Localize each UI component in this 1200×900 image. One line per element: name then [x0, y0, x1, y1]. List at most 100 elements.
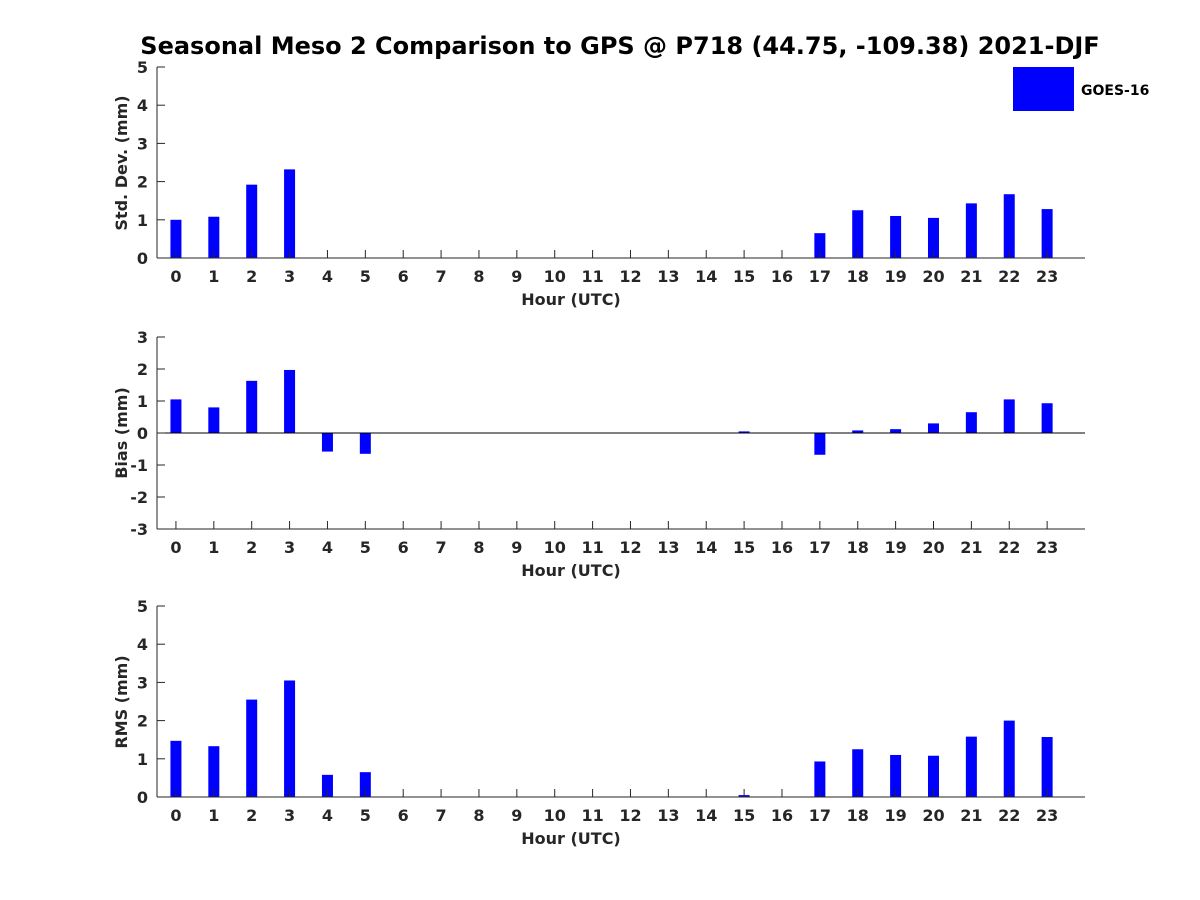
x-tick-label: 11	[581, 267, 603, 286]
x-tick-label: 14	[695, 267, 717, 286]
x-tick-label: 23	[1036, 806, 1058, 825]
x-tick-label: 10	[544, 806, 566, 825]
x-axis-label: Hour (UTC)	[521, 290, 621, 309]
x-tick-label: 22	[998, 267, 1020, 286]
x-tick-label: 16	[771, 538, 793, 557]
x-tick-label: 8	[473, 267, 484, 286]
y-tick-label: 3	[137, 134, 148, 153]
bar-rms-hour-19	[890, 754, 902, 797]
x-tick-label: 21	[960, 538, 982, 557]
x-tick-label: 19	[884, 538, 906, 557]
y-tick-label: -1	[130, 456, 148, 475]
bar-std-dev-hour-0	[170, 219, 182, 258]
x-tick-label: 23	[1036, 538, 1058, 557]
bar-std-dev-hour-17	[814, 233, 826, 258]
x-tick-label: 13	[657, 538, 679, 557]
x-tick-label: 19	[884, 806, 906, 825]
x-tick-label: 17	[809, 538, 831, 557]
figure-title: Seasonal Meso 2 Comparison to GPS @ P718…	[140, 32, 1099, 60]
x-tick-label: 20	[922, 538, 944, 557]
y-tick-label: -3	[130, 520, 148, 539]
x-tick-label: 16	[771, 806, 793, 825]
x-tick-label: 20	[922, 806, 944, 825]
x-tick-label: 10	[544, 267, 566, 286]
x-tick-label: 18	[847, 267, 869, 286]
bar-std-dev-hour-2	[246, 184, 258, 258]
y-axis-label: RMS (mm)	[112, 655, 131, 748]
y-tick-label: 5	[137, 597, 148, 616]
bar-std-dev-hour-3	[284, 169, 296, 258]
x-tick-label: 10	[544, 538, 566, 557]
x-tick-label: 11	[581, 538, 603, 557]
y-tick-label: 1	[137, 392, 148, 411]
bar-bias-hour-3	[284, 369, 296, 433]
bar-bias-hour-4	[321, 433, 333, 452]
x-tick-label: 1	[208, 267, 219, 286]
x-tick-label: 9	[511, 538, 522, 557]
bar-rms-hour-3	[284, 680, 296, 797]
x-tick-label: 7	[436, 806, 447, 825]
x-tick-label: 8	[473, 538, 484, 557]
bar-rms-hour-23	[1041, 737, 1053, 797]
bar-bias-hour-23	[1041, 403, 1053, 433]
x-tick-label: 17	[809, 267, 831, 286]
x-tick-label: 15	[733, 806, 755, 825]
y-axis-label: Std. Dev. (mm)	[112, 95, 131, 230]
x-tick-label: 2	[246, 267, 257, 286]
x-tick-label: 3	[284, 538, 295, 557]
bar-rms-hour-17	[814, 761, 826, 797]
y-tick-label: 4	[137, 635, 148, 654]
bar-bias-hour-20	[927, 423, 939, 433]
y-tick-label: 0	[137, 788, 148, 807]
y-tick-label: -2	[130, 488, 148, 507]
x-tick-label: 3	[284, 267, 295, 286]
x-tick-label: 4	[322, 806, 333, 825]
bar-bias-hour-19	[890, 429, 902, 433]
x-tick-label: 8	[473, 806, 484, 825]
x-tick-label: 14	[695, 806, 717, 825]
x-axis-label: Hour (UTC)	[521, 829, 621, 848]
x-tick-label: 5	[360, 538, 371, 557]
x-tick-label: 5	[360, 267, 371, 286]
bar-bias-hour-15	[738, 431, 750, 433]
bar-std-dev-hour-22	[1003, 194, 1015, 258]
x-tick-label: 12	[619, 806, 641, 825]
x-tick-label: 1	[208, 538, 219, 557]
bar-std-dev-hour-1	[208, 216, 220, 258]
x-tick-label: 6	[398, 538, 409, 557]
x-tick-label: 15	[733, 267, 755, 286]
bar-rms-hour-21	[965, 736, 977, 797]
x-tick-label: 7	[436, 267, 447, 286]
x-tick-label: 22	[998, 538, 1020, 557]
legend-label: GOES-16	[1081, 83, 1149, 99]
x-tick-label: 7	[436, 538, 447, 557]
x-tick-label: 19	[884, 267, 906, 286]
bar-std-dev-hour-21	[965, 203, 977, 258]
x-tick-label: 13	[657, 806, 679, 825]
x-tick-label: 21	[960, 806, 982, 825]
y-tick-label: 0	[137, 424, 148, 443]
x-tick-label: 3	[284, 806, 295, 825]
x-tick-label: 9	[511, 267, 522, 286]
bar-std-dev-hour-23	[1041, 209, 1053, 258]
x-tick-label: 17	[809, 806, 831, 825]
x-tick-label: 21	[960, 267, 982, 286]
y-tick-label: 3	[137, 673, 148, 692]
bar-rms-hour-22	[1003, 720, 1015, 797]
legend: GOES-16	[1013, 67, 1149, 111]
bar-std-dev-hour-20	[927, 217, 939, 258]
y-axis-label: Bias (mm)	[112, 387, 131, 479]
x-tick-label: 13	[657, 267, 679, 286]
y-tick-label: 2	[137, 712, 148, 731]
x-tick-label: 16	[771, 267, 793, 286]
bar-bias-hour-22	[1003, 399, 1015, 433]
x-axis-label: Hour (UTC)	[521, 561, 621, 580]
bar-bias-hour-0	[170, 399, 182, 433]
bar-rms-hour-0	[170, 740, 182, 797]
x-tick-label: 4	[322, 267, 333, 286]
y-tick-label: 3	[137, 328, 148, 347]
x-tick-label: 12	[619, 267, 641, 286]
x-tick-label: 0	[170, 806, 181, 825]
